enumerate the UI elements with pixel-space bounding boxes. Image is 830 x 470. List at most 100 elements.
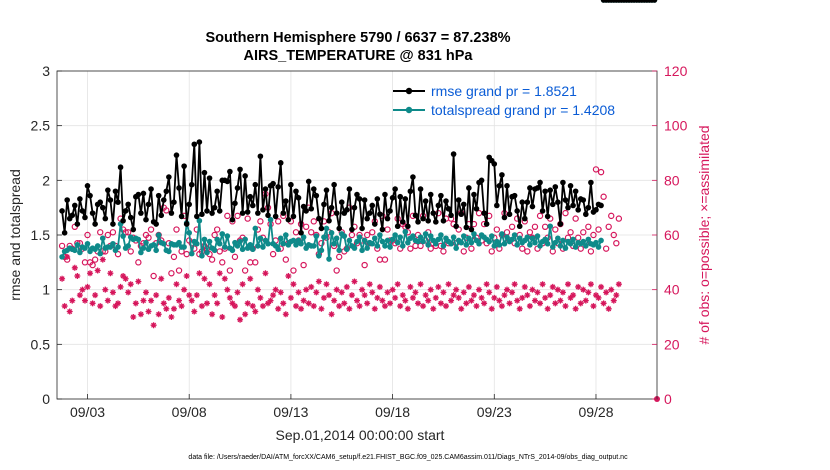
obs-possible-marker <box>519 245 526 252</box>
rmse-point <box>326 217 332 224</box>
obs-assimilated-marker <box>310 303 317 310</box>
rmse-point <box>412 212 419 219</box>
rmse-point <box>110 221 116 227</box>
rmse-point <box>229 216 236 223</box>
rmse-point <box>237 166 243 173</box>
rmse-point <box>377 211 383 218</box>
obs-assimilated-marker <box>237 316 244 323</box>
spread-point <box>298 240 304 247</box>
rmse-point <box>158 212 165 219</box>
obs-possible-marker <box>211 231 218 239</box>
spread-point <box>199 252 205 259</box>
obs-assimilated-marker <box>516 305 523 312</box>
rmse-point <box>194 213 200 220</box>
rmse-point <box>191 141 198 148</box>
rmse-point <box>575 207 581 213</box>
obs-assimilated-marker <box>204 300 210 307</box>
y-left-tick-label: 0.5 <box>31 336 51 352</box>
footer-data-file: data file: /Users/raeder/DAI/ATM_forcXX/… <box>188 454 628 461</box>
obs-possible-marker <box>109 229 117 236</box>
obs-assimilated-marker <box>557 297 564 304</box>
rmse-point <box>171 199 177 205</box>
spread-point <box>580 238 587 245</box>
obs-assimilated-marker <box>498 303 505 310</box>
obs-assimilated-marker <box>387 300 394 307</box>
spread-point <box>438 232 444 238</box>
obs-assimilated-marker <box>509 289 516 296</box>
obs-assimilated-marker <box>298 305 305 312</box>
spread-point <box>425 242 431 248</box>
spread-point <box>534 233 541 239</box>
spread-point <box>346 237 353 244</box>
obs-assimilated-marker <box>366 281 373 288</box>
obs-possible-marker <box>224 212 231 220</box>
obs-assimilated-marker <box>585 289 592 296</box>
obs-assimilated-marker <box>506 300 513 307</box>
rmse-point <box>549 201 556 208</box>
obs-assimilated-marker <box>427 286 434 293</box>
rmse-point <box>585 204 592 211</box>
obs-possible-marker <box>336 253 343 261</box>
rmse-point <box>135 191 142 198</box>
obs-assimilated-marker <box>328 311 335 318</box>
spread-point <box>397 234 404 240</box>
spread-point <box>293 242 299 248</box>
rmse-point <box>463 224 470 231</box>
rmse-point <box>466 185 472 191</box>
spread-point <box>450 234 457 240</box>
spread-point <box>440 243 447 249</box>
obs-assimilated-marker <box>493 283 500 290</box>
obs-assimilated-marker <box>115 300 122 307</box>
spread-point <box>234 243 241 249</box>
obs-possible-marker <box>274 218 282 225</box>
obs-assimilated-marker <box>333 286 340 293</box>
rmse-point <box>567 183 574 189</box>
obs-assimilated-marker <box>590 303 597 310</box>
rmse-point <box>514 208 520 214</box>
obs-possible-marker <box>84 231 91 239</box>
obs-assimilated-marker <box>613 292 620 299</box>
rmse-point <box>598 202 604 209</box>
obs-assimilated-marker <box>610 297 617 304</box>
obs-assimilated-marker <box>239 281 246 288</box>
rmse-point <box>313 192 320 199</box>
obs-assimilated-marker <box>287 294 294 301</box>
obs-possible-marker <box>333 267 340 274</box>
spread-point <box>211 247 218 254</box>
spread-point <box>384 237 391 244</box>
spread-point <box>351 245 358 251</box>
spread-point <box>59 254 65 260</box>
rmse-point <box>257 153 264 160</box>
obs-possible-marker <box>241 267 249 274</box>
rmse-point <box>366 210 373 216</box>
obs-assimilated-marker <box>537 300 544 307</box>
rmse-point <box>392 186 398 192</box>
obs-assimilated-marker <box>285 273 292 279</box>
rmse-point <box>539 208 546 214</box>
obs-possible-marker <box>97 229 104 236</box>
spread-point <box>458 239 465 246</box>
rmse-point <box>651 0 658 3</box>
obs-assimilated-marker <box>254 286 261 293</box>
obs-assimilated-marker <box>315 278 322 285</box>
rmse-point <box>97 199 104 205</box>
rmse-point <box>82 214 88 221</box>
rmse-point <box>277 160 284 166</box>
rmse-point <box>262 186 269 192</box>
obs-assimilated-marker <box>381 303 388 310</box>
obs-assimilated-marker <box>145 308 152 315</box>
spread-point <box>344 246 350 253</box>
obs-possible-marker <box>310 218 317 225</box>
spread-point <box>560 237 566 244</box>
obs-assimilated-marker <box>595 294 602 301</box>
obs-assimilated-marker <box>198 303 205 310</box>
obs-possible-marker <box>231 253 239 261</box>
obs-possible-marker <box>595 226 602 233</box>
obs-assimilated-marker <box>193 292 200 299</box>
rmse-point <box>242 173 248 179</box>
spread-point <box>255 243 261 249</box>
obs-possible-marker <box>417 242 424 250</box>
obs-assimilated-marker <box>361 292 368 299</box>
obs-assimilated-marker <box>92 292 99 299</box>
rmse-point <box>280 210 287 216</box>
